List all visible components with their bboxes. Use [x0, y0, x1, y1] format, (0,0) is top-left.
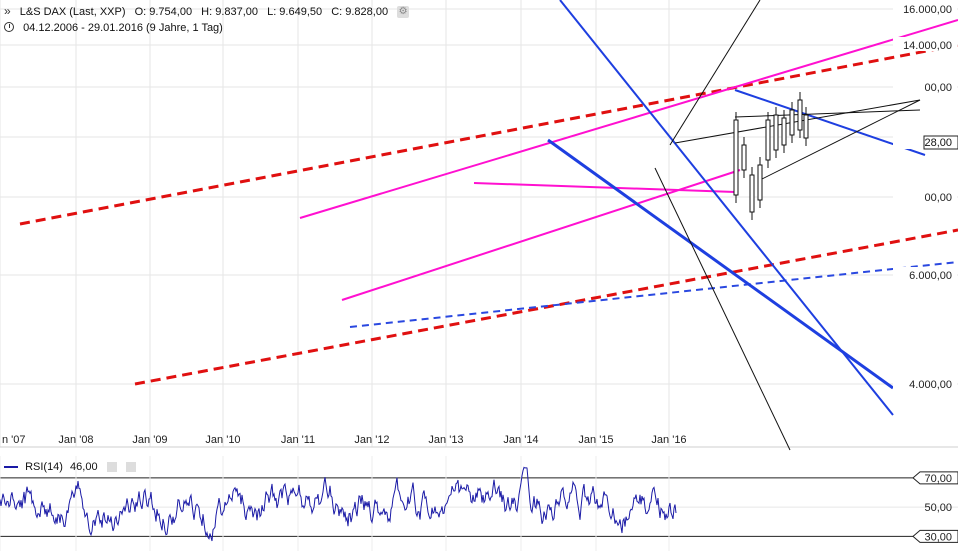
- projection-candle-body: [765, 119, 771, 161]
- time-tick-label: n '07: [2, 434, 26, 446]
- blue-dashed-support: [349, 261, 958, 328]
- time-tick-label: Jan '11: [281, 434, 315, 446]
- magenta-channel-upper: [299, 19, 958, 219]
- magenta-channel-lower: [341, 169, 741, 301]
- date-range: 04.12.2006 - 29.01.2016 (9 Jahre, 1 Tag): [23, 22, 223, 34]
- instrument-header: » L&S DAX (Last, XXP) O: 9.754,00 H: 9.8…: [4, 4, 415, 19]
- rsi-level-marker: [912, 471, 958, 485]
- projection-candle-body: [733, 119, 739, 196]
- price-tick-bg: [893, 79, 957, 93]
- price-tick-label: 16.000,00: [903, 4, 952, 16]
- rsi-close-icon[interactable]: [125, 462, 136, 473]
- price-tick-label: 14.000,00: [903, 40, 952, 52]
- projection-candle-body: [789, 109, 795, 136]
- price-tick-label: 4.000,00: [909, 379, 952, 391]
- time-tick-label: Jan '14: [503, 434, 538, 446]
- projection-candle-body: [773, 114, 779, 151]
- rsi-tick-label: 70,00: [924, 473, 952, 485]
- price-tick-label: 6.000,00: [909, 270, 952, 282]
- rsi-value: 46,00: [70, 461, 98, 473]
- rsi-header: RSI(14) 46,00: [4, 461, 140, 473]
- black-fan-line-1: [654, 167, 791, 451]
- black-triangle-bottom: [759, 99, 921, 181]
- time-tick-label: Jan '10: [205, 434, 240, 446]
- price-axis-labels: 16.000,00 14.000,00 00,00 28,00 00,00 6.000,0…: [893, 1, 958, 391]
- current-value-label: 28,00: [924, 137, 952, 149]
- grid-layer: [0, 0, 958, 448]
- time-axis-labels: n '07 Jan '08 Jan '09 Jan '10 Jan '11 Jan '12…: [2, 434, 687, 446]
- blue-downtrend-1: [547, 138, 894, 390]
- time-tick-label: Jan '08: [58, 434, 93, 446]
- rsi-tick-label: 30,00: [924, 531, 952, 543]
- price-tick-bg: [893, 37, 957, 51]
- black-triangle-top: [734, 109, 921, 118]
- high-value: H: 9.837,00: [201, 6, 259, 18]
- price-tick-label: 00,00: [924, 82, 952, 94]
- time-tick-label: Jan '16: [651, 434, 686, 446]
- range-header: 04.12.2006 - 29.01.2016 (9 Jahre, 1 Tag): [4, 21, 229, 34]
- rsi-level-marker: [912, 529, 958, 543]
- projection-candle-body: [803, 114, 809, 139]
- instrument-name: L&S DAX (Last, XXP): [19, 6, 126, 18]
- close-value: C: 9.828,00: [331, 6, 389, 18]
- low-value: L: 9.649,50: [267, 6, 323, 18]
- price-tick-label: 00,00: [924, 192, 952, 204]
- time-tick-label: Jan '13: [428, 434, 463, 446]
- projection-candle-body: [749, 174, 755, 213]
- rsi-label: RSI(14): [25, 461, 63, 473]
- price-tick-bg: [893, 376, 957, 390]
- rsi-legend-line-icon: [4, 466, 18, 469]
- projection-candle-body: [741, 144, 747, 171]
- red-channel-lower: [134, 228, 958, 386]
- projection-candle-body: [757, 164, 763, 201]
- black-fan-line-2: [669, 0, 761, 146]
- projection-candle-body: [797, 99, 803, 131]
- price-tick-bg: [893, 189, 957, 203]
- trendline-layer: [19, 0, 958, 451]
- price-tick-bg: [893, 267, 957, 281]
- time-tick-label: Jan '15: [578, 434, 613, 446]
- settings-icon[interactable]: ⚙: [397, 6, 410, 19]
- open-value: O: 9.754,00: [134, 6, 193, 18]
- clock-icon: [4, 22, 14, 32]
- rsi-line: [0, 466, 677, 542]
- price-tick-bg: [893, 1, 957, 15]
- blue-downtrend-2: [559, 0, 894, 416]
- current-value-marker: [923, 135, 958, 150]
- projection-candle-body: [781, 117, 787, 146]
- magenta-horizontal: [473, 182, 736, 193]
- rsi-panel: 70,00 50,00 30,00: [0, 456, 958, 551]
- chevron-icon[interactable]: »: [4, 4, 11, 18]
- rsi-settings-icon[interactable]: [106, 462, 117, 473]
- time-tick-label: Jan '12: [354, 434, 389, 446]
- rsi-tick-label: 50,00: [924, 502, 952, 514]
- time-tick-label: Jan '09: [132, 434, 167, 446]
